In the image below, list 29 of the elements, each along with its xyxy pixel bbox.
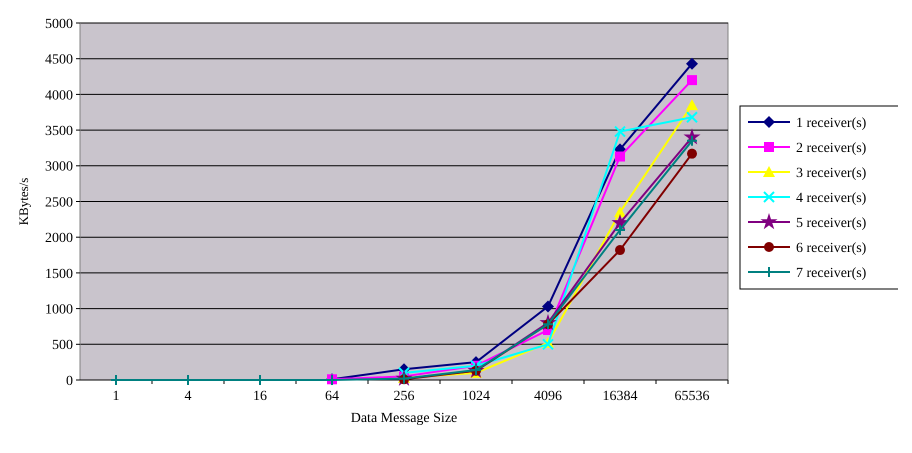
y-tick-label: 5000 <box>45 16 73 32</box>
x-tick-label: 16384 <box>602 389 638 404</box>
x-tick-label: 1 <box>112 389 120 404</box>
legend-label: 2 receiver(s) <box>796 140 867 156</box>
y-tick-label: 4500 <box>45 52 73 68</box>
y-tick-label: 3000 <box>45 160 73 175</box>
legend-label: 5 receiver(s) <box>796 216 867 231</box>
y-tick-label: 1500 <box>45 266 73 282</box>
y-tick-label: 4000 <box>45 88 73 104</box>
legend-label: 6 receiver(s) <box>796 240 867 256</box>
x-tick-label: 4 <box>184 389 192 404</box>
y-axis-title: KBytes/s <box>16 178 31 226</box>
legend-label: 1 receiver(s) <box>796 116 867 131</box>
x-tick-label: 16 <box>253 389 267 404</box>
x-axis-title: Data Message Size <box>350 411 458 426</box>
x-tick-label: 64 <box>325 389 339 404</box>
x-tick-label: 65536 <box>674 389 710 404</box>
legend-label: 7 receiver(s) <box>796 266 867 281</box>
y-tick-label: 500 <box>52 338 73 354</box>
y-tick-label: 2500 <box>45 195 73 210</box>
y-tick-label: 0 <box>66 374 73 389</box>
x-tick-label: 1024 <box>462 389 490 404</box>
y-tick-label: 3500 <box>45 124 73 139</box>
x-tick-label: 4096 <box>534 389 562 404</box>
legend-label: 4 receiver(s) <box>796 190 867 206</box>
x-tick-label: 256 <box>394 389 414 404</box>
y-tick-label: 1000 <box>45 302 73 318</box>
y-tick-label: 2000 <box>45 231 73 246</box>
legend-label: 3 receiver(s) <box>796 166 867 181</box>
